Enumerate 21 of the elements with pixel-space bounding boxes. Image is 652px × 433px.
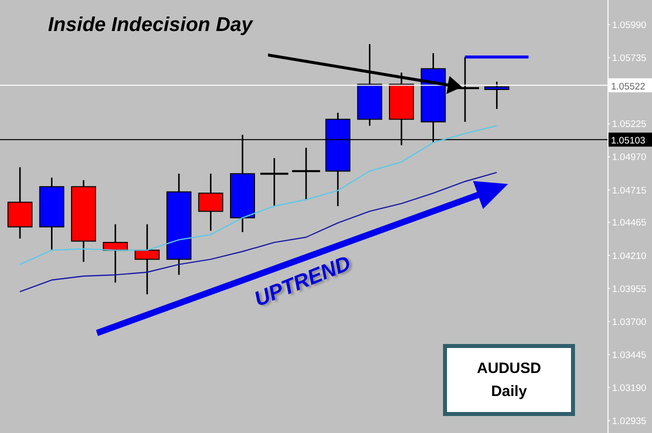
y-tick-label: 1.03700 [612, 316, 646, 328]
ref-line-label: 1.05522 [611, 81, 646, 92]
y-tick-label: 1.05990 [612, 20, 646, 32]
y-tick-label: 1.05225 [612, 119, 646, 130]
y-tick-label: 1.03955 [612, 284, 646, 295]
y-tick-label: 1.03445 [612, 350, 646, 361]
label-card: AUDUSD Daily [443, 344, 575, 416]
ref-line-label: 1.05103 [611, 136, 646, 147]
y-tick-label: 1.04210 [612, 250, 646, 262]
annotation: AUDUSD [476, 359, 542, 379]
y-tick-label: 1.03190 [612, 383, 646, 394]
y-tick-label: 1.05735 [612, 53, 646, 64]
candlestick [198, 172, 224, 232]
candlestick [484, 80, 510, 110]
y-tick-label: 1.02935 [612, 416, 646, 428]
y-tick-label: 1.04715 [612, 185, 646, 196]
annotation: Daily [491, 382, 527, 402]
y-tick-label: 1.04465 [612, 218, 646, 229]
y-tick-label: 1.04970 [612, 152, 646, 164]
text: Inside Indecision Day [48, 14, 253, 37]
candlestick [134, 224, 160, 296]
